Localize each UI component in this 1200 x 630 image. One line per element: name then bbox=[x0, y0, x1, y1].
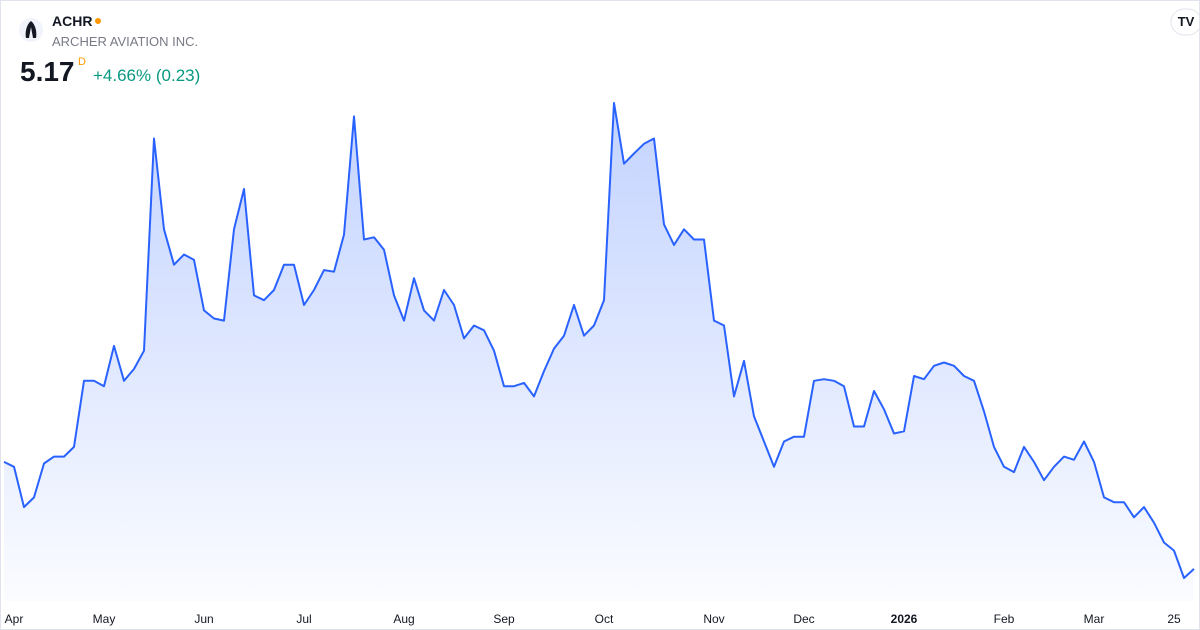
area-fill bbox=[4, 103, 1194, 601]
price: 5.17 bbox=[20, 56, 75, 87]
x-tick-label: 2026 bbox=[891, 612, 918, 626]
x-tick-label: Jul bbox=[296, 612, 311, 626]
interval: D bbox=[78, 56, 86, 68]
x-tick-label: Feb bbox=[994, 612, 1015, 626]
tv-logo[interactable]: TV bbox=[1178, 14, 1195, 29]
x-tick-label: 25 bbox=[1167, 612, 1181, 626]
symbol: ACHR bbox=[52, 13, 93, 29]
change-percent: +4.66% bbox=[93, 66, 152, 85]
status-dot bbox=[95, 18, 101, 24]
x-tick-label: May bbox=[93, 612, 116, 626]
company-name: ARCHER AVIATION INC. bbox=[52, 34, 199, 49]
x-tick-label: Dec bbox=[793, 612, 814, 626]
x-tick-label: Apr bbox=[5, 612, 24, 626]
tv-logo-bg[interactable] bbox=[1170, 8, 1199, 36]
x-tick-label: Sep bbox=[493, 612, 515, 626]
x-tick-label: Oct bbox=[595, 612, 614, 626]
x-tick-label: Jun bbox=[194, 612, 213, 626]
change-value: (0.23) bbox=[155, 66, 201, 85]
x-tick-label: Mar bbox=[1084, 612, 1105, 626]
logo bbox=[25, 21, 37, 38]
x-tick-label: Nov bbox=[703, 612, 724, 626]
change: +4.66% (0.23) bbox=[93, 66, 200, 86]
x-tick-label: Aug bbox=[393, 612, 414, 626]
price-line bbox=[3, 102, 1195, 579]
logo-bg bbox=[19, 18, 43, 42]
